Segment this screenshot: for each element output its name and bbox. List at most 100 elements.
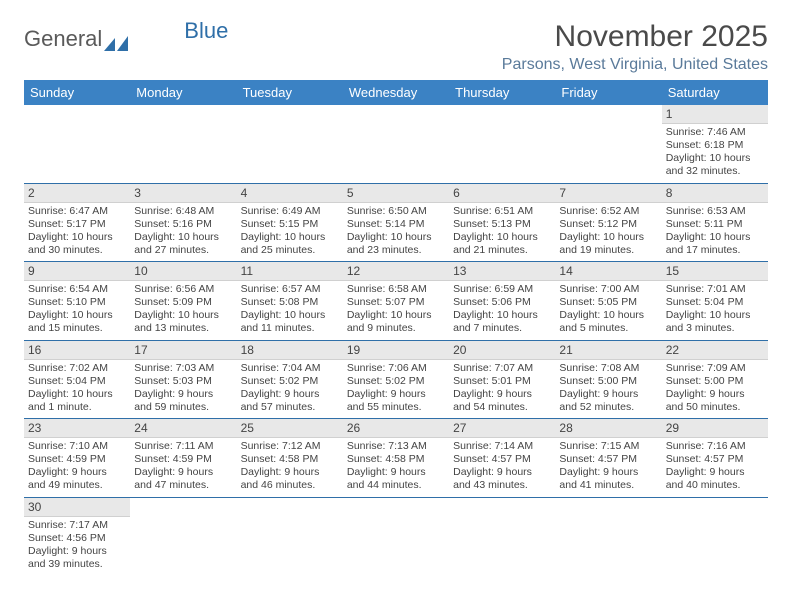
day-body: Sunrise: 6:48 AMSunset: 5:16 PMDaylight:… [130, 203, 236, 262]
day-number: 17 [130, 341, 236, 360]
day-cell [449, 497, 555, 575]
calendar-row: 2Sunrise: 6:47 AMSunset: 5:17 PMDaylight… [24, 183, 768, 262]
day-body: Sunrise: 6:53 AMSunset: 5:11 PMDaylight:… [662, 203, 768, 262]
day-number: 5 [343, 184, 449, 203]
day-number: 7 [555, 184, 661, 203]
day-cell: 23Sunrise: 7:10 AMSunset: 4:59 PMDayligh… [24, 419, 130, 498]
day-body: Sunrise: 7:04 AMSunset: 5:02 PMDaylight:… [237, 360, 343, 419]
day-cell: 21Sunrise: 7:08 AMSunset: 5:00 PMDayligh… [555, 340, 661, 419]
weekday-header: Tuesday [237, 80, 343, 105]
calendar-header-row: SundayMondayTuesdayWednesdayThursdayFrid… [24, 80, 768, 105]
day-body: Sunrise: 6:51 AMSunset: 5:13 PMDaylight:… [449, 203, 555, 262]
day-cell: 11Sunrise: 6:57 AMSunset: 5:08 PMDayligh… [237, 262, 343, 341]
day-cell: 22Sunrise: 7:09 AMSunset: 5:00 PMDayligh… [662, 340, 768, 419]
day-number: 27 [449, 419, 555, 438]
day-cell [449, 105, 555, 183]
day-cell: 2Sunrise: 6:47 AMSunset: 5:17 PMDaylight… [24, 183, 130, 262]
weekday-header: Wednesday [343, 80, 449, 105]
day-body: Sunrise: 6:59 AMSunset: 5:06 PMDaylight:… [449, 281, 555, 340]
day-cell [343, 497, 449, 575]
day-body: Sunrise: 7:07 AMSunset: 5:01 PMDaylight:… [449, 360, 555, 419]
day-cell: 16Sunrise: 7:02 AMSunset: 5:04 PMDayligh… [24, 340, 130, 419]
day-body: Sunrise: 6:50 AMSunset: 5:14 PMDaylight:… [343, 203, 449, 262]
day-body: Sunrise: 7:46 AMSunset: 6:18 PMDaylight:… [662, 124, 768, 183]
day-number: 13 [449, 262, 555, 281]
day-body: Sunrise: 7:17 AMSunset: 4:56 PMDaylight:… [24, 517, 130, 576]
day-body: Sunrise: 7:13 AMSunset: 4:58 PMDaylight:… [343, 438, 449, 497]
day-cell: 27Sunrise: 7:14 AMSunset: 4:57 PMDayligh… [449, 419, 555, 498]
day-cell [343, 105, 449, 183]
day-cell: 30Sunrise: 7:17 AMSunset: 4:56 PMDayligh… [24, 497, 130, 575]
day-number: 8 [662, 184, 768, 203]
day-number: 14 [555, 262, 661, 281]
day-cell: 3Sunrise: 6:48 AMSunset: 5:16 PMDaylight… [130, 183, 236, 262]
header: General Blue November 2025 Parsons, West… [24, 20, 768, 74]
sail-icon [104, 31, 130, 47]
day-cell: 29Sunrise: 7:16 AMSunset: 4:57 PMDayligh… [662, 419, 768, 498]
day-cell: 28Sunrise: 7:15 AMSunset: 4:57 PMDayligh… [555, 419, 661, 498]
day-cell: 17Sunrise: 7:03 AMSunset: 5:03 PMDayligh… [130, 340, 236, 419]
day-cell: 24Sunrise: 7:11 AMSunset: 4:59 PMDayligh… [130, 419, 236, 498]
day-number: 1 [662, 105, 768, 124]
day-body: Sunrise: 7:10 AMSunset: 4:59 PMDaylight:… [24, 438, 130, 497]
day-cell [555, 497, 661, 575]
day-number: 21 [555, 341, 661, 360]
day-number: 2 [24, 184, 130, 203]
weekday-header: Friday [555, 80, 661, 105]
day-cell: 10Sunrise: 6:56 AMSunset: 5:09 PMDayligh… [130, 262, 236, 341]
calendar-body: 1Sunrise: 7:46 AMSunset: 6:18 PMDaylight… [24, 105, 768, 575]
calendar-table: SundayMondayTuesdayWednesdayThursdayFrid… [24, 80, 768, 575]
day-cell: 5Sunrise: 6:50 AMSunset: 5:14 PMDaylight… [343, 183, 449, 262]
calendar-row: 30Sunrise: 7:17 AMSunset: 4:56 PMDayligh… [24, 497, 768, 575]
day-number: 28 [555, 419, 661, 438]
logo-text-gray: General [24, 26, 102, 52]
day-body: Sunrise: 6:52 AMSunset: 5:12 PMDaylight:… [555, 203, 661, 262]
day-body: Sunrise: 6:49 AMSunset: 5:15 PMDaylight:… [237, 203, 343, 262]
location: Parsons, West Virginia, United States [502, 56, 768, 74]
day-number: 12 [343, 262, 449, 281]
day-number: 23 [24, 419, 130, 438]
calendar-row: 23Sunrise: 7:10 AMSunset: 4:59 PMDayligh… [24, 419, 768, 498]
day-body: Sunrise: 7:03 AMSunset: 5:03 PMDaylight:… [130, 360, 236, 419]
day-cell: 6Sunrise: 6:51 AMSunset: 5:13 PMDaylight… [449, 183, 555, 262]
day-body: Sunrise: 6:57 AMSunset: 5:08 PMDaylight:… [237, 281, 343, 340]
logo-text-blue: Blue [184, 18, 228, 44]
day-body: Sunrise: 6:58 AMSunset: 5:07 PMDaylight:… [343, 281, 449, 340]
day-body: Sunrise: 6:47 AMSunset: 5:17 PMDaylight:… [24, 203, 130, 262]
weekday-header: Saturday [662, 80, 768, 105]
day-number: 10 [130, 262, 236, 281]
day-number: 6 [449, 184, 555, 203]
day-body: Sunrise: 7:06 AMSunset: 5:02 PMDaylight:… [343, 360, 449, 419]
calendar-row: 16Sunrise: 7:02 AMSunset: 5:04 PMDayligh… [24, 340, 768, 419]
day-body: Sunrise: 7:00 AMSunset: 5:05 PMDaylight:… [555, 281, 661, 340]
day-cell: 26Sunrise: 7:13 AMSunset: 4:58 PMDayligh… [343, 419, 449, 498]
day-cell: 1Sunrise: 7:46 AMSunset: 6:18 PMDaylight… [662, 105, 768, 183]
day-cell: 18Sunrise: 7:04 AMSunset: 5:02 PMDayligh… [237, 340, 343, 419]
day-number: 4 [237, 184, 343, 203]
weekday-header: Thursday [449, 80, 555, 105]
day-cell: 8Sunrise: 6:53 AMSunset: 5:11 PMDaylight… [662, 183, 768, 262]
day-cell [24, 105, 130, 183]
day-number: 25 [237, 419, 343, 438]
day-cell [237, 105, 343, 183]
day-body: Sunrise: 7:09 AMSunset: 5:00 PMDaylight:… [662, 360, 768, 419]
day-number: 29 [662, 419, 768, 438]
day-cell: 20Sunrise: 7:07 AMSunset: 5:01 PMDayligh… [449, 340, 555, 419]
weekday-header: Sunday [24, 80, 130, 105]
day-number: 19 [343, 341, 449, 360]
calendar-row: 1Sunrise: 7:46 AMSunset: 6:18 PMDaylight… [24, 105, 768, 183]
day-number: 30 [24, 498, 130, 517]
day-body: Sunrise: 7:12 AMSunset: 4:58 PMDaylight:… [237, 438, 343, 497]
day-number: 15 [662, 262, 768, 281]
day-cell: 7Sunrise: 6:52 AMSunset: 5:12 PMDaylight… [555, 183, 661, 262]
calendar-row: 9Sunrise: 6:54 AMSunset: 5:10 PMDaylight… [24, 262, 768, 341]
day-number: 20 [449, 341, 555, 360]
day-body: Sunrise: 7:02 AMSunset: 5:04 PMDaylight:… [24, 360, 130, 419]
day-number: 18 [237, 341, 343, 360]
day-cell [237, 497, 343, 575]
day-body: Sunrise: 7:16 AMSunset: 4:57 PMDaylight:… [662, 438, 768, 497]
logo: General Blue [24, 26, 228, 52]
day-cell: 12Sunrise: 6:58 AMSunset: 5:07 PMDayligh… [343, 262, 449, 341]
day-body: Sunrise: 6:56 AMSunset: 5:09 PMDaylight:… [130, 281, 236, 340]
day-cell: 15Sunrise: 7:01 AMSunset: 5:04 PMDayligh… [662, 262, 768, 341]
